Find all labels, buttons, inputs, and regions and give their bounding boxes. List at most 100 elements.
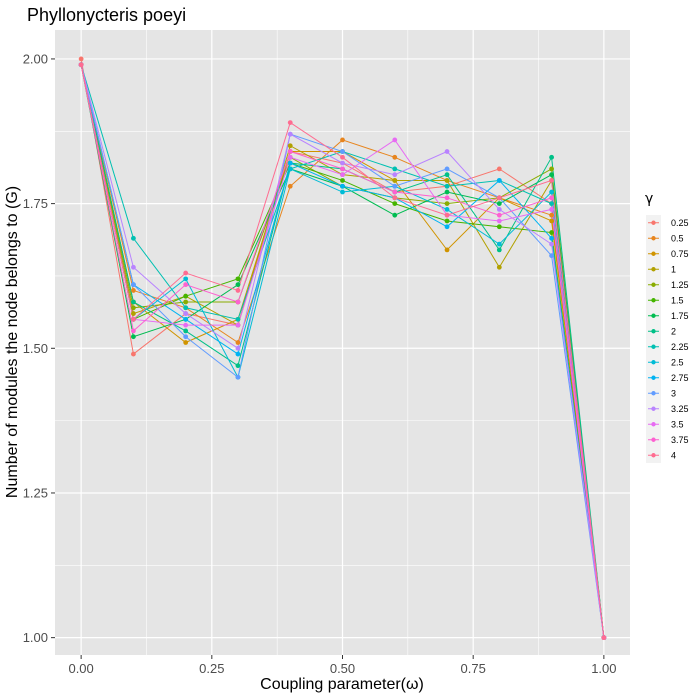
data-point [496,206,502,212]
data-point [549,201,554,207]
x-axis-title: Coupling parameter(ω) [260,676,424,693]
legend-key-point [651,282,656,287]
legend-label: 3.75 [671,435,689,445]
data-point [183,293,189,299]
data-point [549,241,554,247]
legend-label: 0.5 [671,233,684,243]
data-point [601,635,607,641]
data-point [183,322,189,328]
data-point [392,178,398,183]
data-point [549,195,554,201]
legend-key-point [651,220,656,225]
data-point [131,305,136,311]
y-tick-label: 1.00 [23,630,48,645]
legend-label: 3.25 [671,404,689,414]
x-tick-label: 0.25 [199,661,224,676]
data-point [444,172,450,178]
data-point [235,351,241,357]
legend-label: 1.75 [671,311,689,321]
legend-key-point [651,437,656,442]
data-point [235,340,241,345]
data-point [444,218,450,224]
data-point [287,160,293,166]
data-point [183,316,189,322]
data-point [549,166,554,172]
data-point [340,149,345,154]
data-point [183,282,189,288]
data-point [78,56,84,62]
legend-label: 2 [671,326,676,336]
y-tick-label: 1.25 [23,485,48,500]
legend-label: 0.25 [671,218,689,228]
data-point [183,328,189,334]
legend-label: 3 [671,388,676,398]
data-point [287,143,293,149]
data-point [392,137,398,143]
data-point [444,212,450,218]
legend-label: 2.5 [671,357,684,367]
data-point [392,154,398,160]
data-point [549,189,554,195]
legend-label: 2.75 [671,373,689,383]
data-point [183,299,189,305]
x-tick-label: 0.50 [330,661,355,676]
y-tick-label: 1.50 [23,341,48,356]
legend-key-point [651,406,656,411]
y-tick-label: 1.75 [23,196,48,211]
legend-key-point [651,391,656,396]
data-point [549,235,554,241]
data-point [549,178,554,183]
data-point [444,166,450,172]
data-point [549,206,554,212]
data-point [549,212,554,218]
data-point [496,195,502,201]
data-point [287,183,293,189]
y-tick-label: 2.00 [23,51,48,66]
legend-label: 3.5 [671,419,684,429]
data-point [131,282,136,288]
data-point [183,340,189,345]
data-point [444,206,450,212]
x-tick-label: 0.75 [461,661,486,676]
data-point [183,270,189,276]
legend-key-point [651,453,656,458]
data-point [183,334,189,340]
data-point [444,224,450,230]
data-point [131,264,136,270]
legend-title: γ [645,191,653,207]
legend-key-point [651,344,656,349]
data-point [131,299,136,305]
data-point [496,218,502,224]
data-point [444,183,450,189]
data-point [287,149,293,154]
data-point [496,241,502,247]
legend-key-point [651,236,656,241]
data-point [235,288,241,293]
legend-label: 4 [671,450,676,460]
data-point [496,264,502,270]
data-point [496,178,502,183]
data-point [131,351,136,357]
legend-label: 1.5 [671,295,684,305]
data-point [235,316,241,322]
y-axis-title: Number of modules the node belongs to (G… [4,186,21,498]
data-point [235,374,241,380]
data-point [131,316,136,322]
legend-label: 2.25 [671,342,689,352]
chart-title: Phyllonycteris poeyi [27,5,186,25]
data-point [183,276,189,282]
legend-key-point [651,251,656,256]
data-point [340,183,345,189]
data-point [444,247,450,253]
data-point [549,218,554,224]
data-point [235,345,241,351]
data-point [444,149,450,154]
major-gridlines [55,30,630,655]
data-point [235,282,241,288]
data-point [549,253,554,259]
data-point [235,322,241,328]
data-point [392,201,398,207]
data-point [340,178,345,183]
legend-label: 1 [671,264,676,274]
data-point [340,189,345,195]
